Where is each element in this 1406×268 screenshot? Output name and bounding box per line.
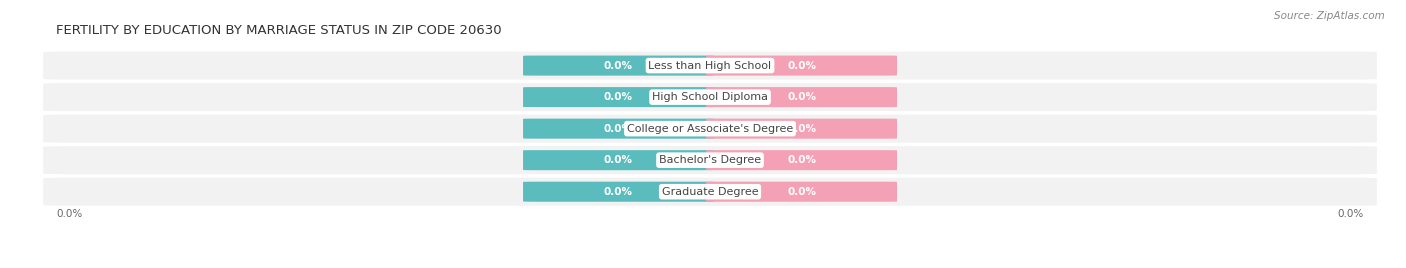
Text: 0.0%: 0.0% <box>787 187 815 197</box>
Text: 0.0%: 0.0% <box>605 61 633 70</box>
Text: Source: ZipAtlas.com: Source: ZipAtlas.com <box>1274 11 1385 21</box>
Text: 0.0%: 0.0% <box>605 155 633 165</box>
FancyBboxPatch shape <box>523 119 714 139</box>
Text: High School Diploma: High School Diploma <box>652 92 768 102</box>
Text: 0.0%: 0.0% <box>787 92 815 102</box>
Text: 0.0%: 0.0% <box>787 61 815 70</box>
Text: 0.0%: 0.0% <box>787 124 815 134</box>
Text: Less than High School: Less than High School <box>648 61 772 70</box>
Text: 0.0%: 0.0% <box>605 124 633 134</box>
FancyBboxPatch shape <box>706 87 897 107</box>
FancyBboxPatch shape <box>523 150 714 170</box>
FancyBboxPatch shape <box>706 150 897 170</box>
Text: 0.0%: 0.0% <box>1337 209 1364 219</box>
Text: 0.0%: 0.0% <box>56 209 83 219</box>
FancyBboxPatch shape <box>706 55 897 76</box>
FancyBboxPatch shape <box>44 83 1376 111</box>
FancyBboxPatch shape <box>706 182 897 202</box>
Text: Graduate Degree: Graduate Degree <box>662 187 758 197</box>
FancyBboxPatch shape <box>523 55 714 76</box>
Text: 0.0%: 0.0% <box>605 92 633 102</box>
FancyBboxPatch shape <box>44 178 1376 206</box>
Text: College or Associate's Degree: College or Associate's Degree <box>627 124 793 134</box>
Text: 0.0%: 0.0% <box>605 187 633 197</box>
FancyBboxPatch shape <box>44 146 1376 174</box>
FancyBboxPatch shape <box>523 182 714 202</box>
FancyBboxPatch shape <box>706 119 897 139</box>
FancyBboxPatch shape <box>44 51 1376 80</box>
FancyBboxPatch shape <box>44 115 1376 143</box>
Text: 0.0%: 0.0% <box>787 155 815 165</box>
Text: FERTILITY BY EDUCATION BY MARRIAGE STATUS IN ZIP CODE 20630: FERTILITY BY EDUCATION BY MARRIAGE STATU… <box>56 24 502 37</box>
FancyBboxPatch shape <box>523 87 714 107</box>
Text: Bachelor's Degree: Bachelor's Degree <box>659 155 761 165</box>
